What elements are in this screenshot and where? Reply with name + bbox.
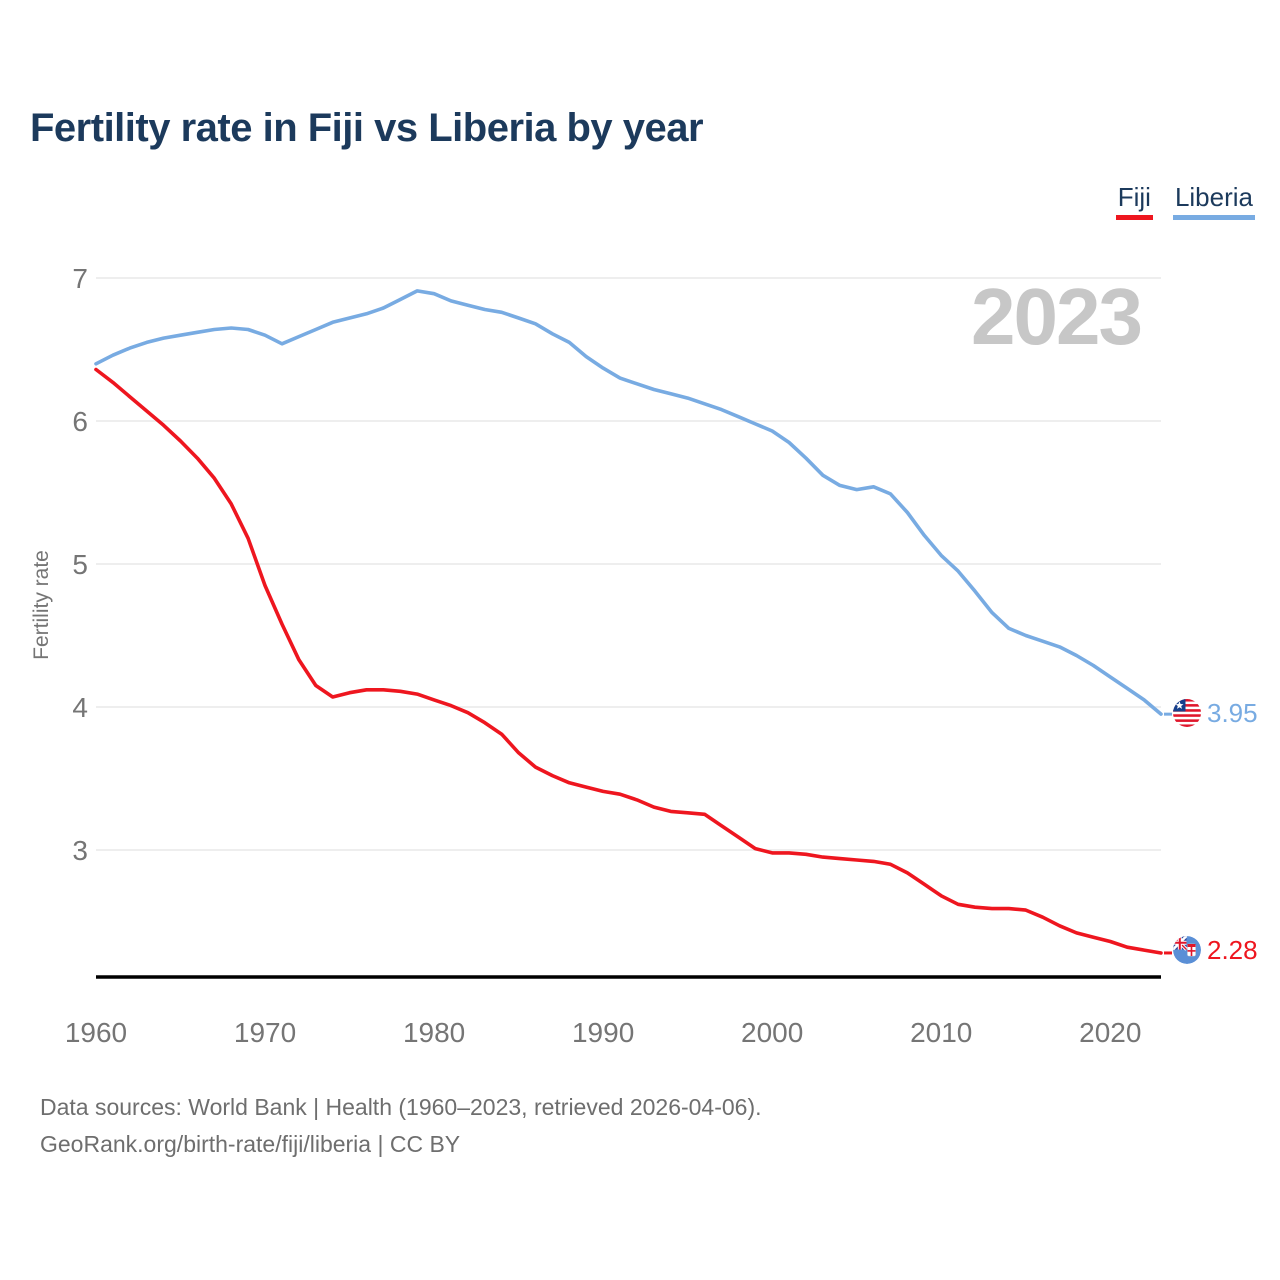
source-line-2: GeoRank.org/birth-rate/fiji/liberia | CC… (40, 1131, 461, 1157)
x-tick-label: 1980 (403, 1017, 465, 1048)
legend-item-liberia[interactable]: Liberia (1172, 183, 1255, 220)
data-source-note: Data sources: World Bank | Health (1960–… (40, 1089, 762, 1163)
liberia-end-value: 3.95 (1207, 698, 1258, 728)
y-axis-ticks: 7 6 5 4 3 (72, 263, 88, 866)
y-tick-label: 5 (72, 549, 88, 580)
legend: Fiji Liberia (1115, 183, 1255, 220)
y-tick-label: 3 (72, 835, 88, 866)
x-axis-ticks: 1960 1970 1980 1990 2000 2010 2020 (65, 1017, 1142, 1048)
x-tick-label: 1990 (572, 1017, 634, 1048)
end-connectors (1164, 712, 1172, 955)
watermark-year: 2023 (971, 272, 1141, 361)
liberia-line (94, 289, 1163, 716)
fiji-line (94, 367, 1163, 955)
liberia-flag-icon (1173, 699, 1201, 727)
y-tick-label: 4 (72, 692, 88, 723)
x-tick-label: 2020 (1079, 1017, 1141, 1048)
legend-item-fiji[interactable]: Fiji (1115, 183, 1153, 220)
x-tick-label: 2010 (910, 1017, 972, 1048)
fiji-end-value: 2.28 (1207, 935, 1258, 965)
series-lines (94, 289, 1163, 955)
x-tick-label: 1960 (65, 1017, 127, 1048)
fiji-flag-icon (1173, 936, 1201, 964)
y-tick-label: 6 (72, 406, 88, 437)
x-tick-label: 2000 (741, 1017, 803, 1048)
x-tick-label: 1970 (234, 1017, 296, 1048)
y-axis-title: Fertility rate (30, 550, 53, 660)
gridlines (96, 277, 1161, 851)
page-title: Fertility rate in Fiji vs Liberia by yea… (30, 106, 704, 150)
source-line-1: Data sources: World Bank | Health (1960–… (40, 1094, 762, 1120)
y-tick-label: 7 (72, 263, 88, 294)
